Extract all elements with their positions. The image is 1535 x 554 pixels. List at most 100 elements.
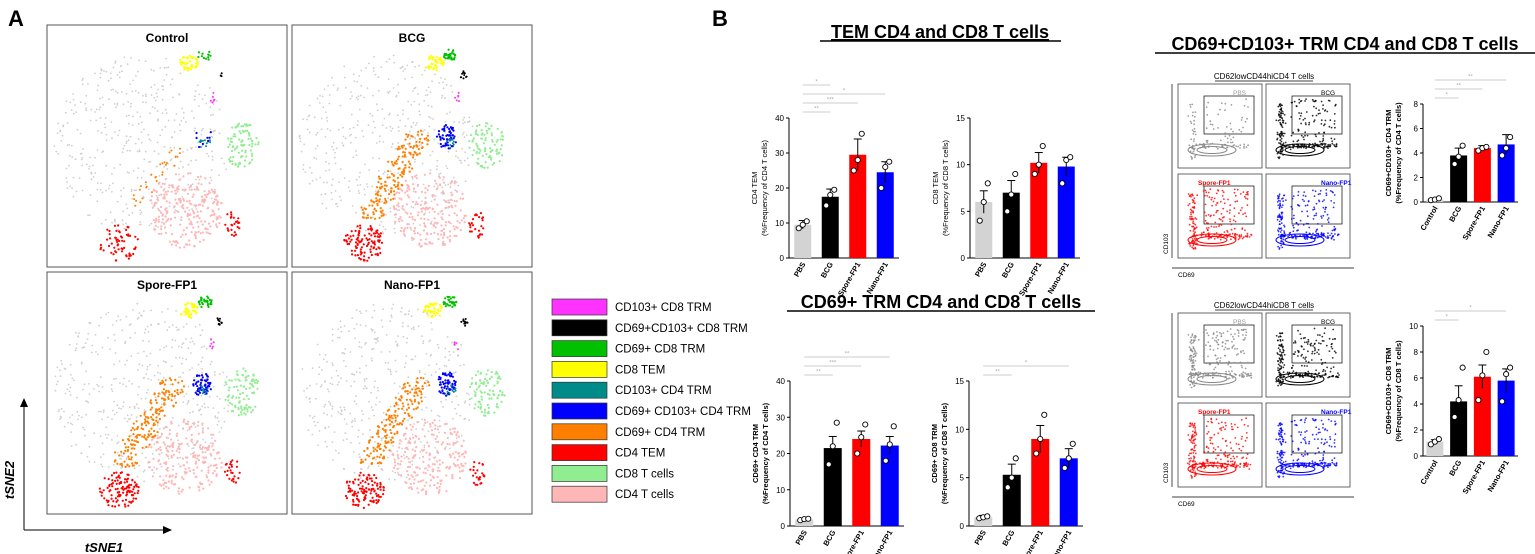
tsne-point [451, 134, 454, 137]
tsne-point [378, 140, 381, 143]
tsne-point [144, 60, 147, 62]
tsne-point [379, 486, 382, 489]
flow-event [1295, 105, 1298, 108]
tsne-point [105, 499, 108, 502]
tsne-point [397, 142, 400, 144]
tsne-point [199, 408, 202, 411]
tsne-point [234, 126, 238, 129]
tsne-point [434, 226, 437, 229]
tsne-point [499, 138, 502, 141]
tsne-point [234, 378, 237, 381]
tsne-point [402, 229, 406, 232]
tsne-point [490, 150, 493, 153]
tsne-point [433, 456, 436, 459]
tsne-point [417, 308, 419, 311]
tsne-point [110, 474, 113, 477]
tsne-point [358, 474, 361, 477]
tsne-point [147, 416, 150, 420]
tsne-point [233, 148, 236, 151]
tsne-point [192, 56, 195, 59]
flow-event [1193, 127, 1196, 130]
tsne-point [201, 356, 204, 359]
tsne-point [468, 116, 471, 119]
tsne-point [332, 148, 335, 151]
tsne-point [429, 117, 432, 119]
tsne-point [218, 320, 221, 323]
tsne-point [141, 452, 144, 455]
tsne-point [157, 323, 160, 325]
tsne-point [123, 240, 126, 243]
tsne-point [315, 383, 318, 385]
tsne-point [353, 373, 356, 376]
tsne-point [421, 200, 423, 203]
tsne-point [212, 91, 215, 94]
tsne-point [476, 145, 479, 148]
tsne-point [162, 222, 165, 225]
tsne-point [170, 190, 173, 193]
flow-event [1235, 145, 1238, 148]
tsne-point [364, 208, 368, 211]
tsne-point [220, 466, 223, 469]
tsne-point [181, 380, 184, 383]
tsne-point [408, 384, 411, 387]
tsne-point [402, 405, 405, 408]
tsne-point [199, 334, 202, 337]
tsne-point [167, 480, 171, 483]
tsne-point [359, 171, 361, 174]
tsne-point [441, 372, 445, 375]
tsne-point [113, 167, 116, 169]
tsne-point [70, 431, 72, 433]
tsne-point [404, 437, 407, 440]
tsne-point [356, 494, 359, 498]
tsne-point [440, 443, 443, 446]
tsne-point [435, 460, 438, 463]
tsne-point [160, 193, 163, 196]
tsne-point [191, 309, 194, 312]
tsne-point [125, 385, 128, 388]
tsne-point [451, 91, 454, 93]
tsne-point [184, 467, 187, 471]
tsne-point [388, 436, 391, 439]
tsne-point [472, 465, 475, 468]
tsne-point [397, 83, 399, 86]
tsne-point [483, 150, 486, 153]
tsne-point [450, 384, 453, 387]
tsne-point [116, 479, 119, 482]
tsne-point [376, 455, 379, 458]
flow-event [1317, 112, 1320, 115]
tsne-point [356, 225, 359, 228]
tsne-point [70, 109, 73, 111]
tsne-point [130, 434, 133, 437]
tsne-point [136, 369, 139, 371]
tsne-point [138, 223, 141, 226]
tsne-point [125, 458, 128, 461]
tsne-point [376, 229, 379, 232]
tsne-point [203, 199, 206, 202]
tsne-point [124, 417, 126, 420]
tsne-point [163, 481, 166, 484]
tsne-point [390, 172, 393, 175]
tsne-point [318, 366, 321, 368]
tsne-point [105, 70, 108, 73]
tsne-point [437, 466, 440, 469]
tsne-point [360, 461, 363, 464]
tsne-point [205, 446, 209, 450]
tsne-point [398, 209, 401, 212]
tsne-point [164, 391, 167, 394]
tsne-point [393, 61, 396, 64]
tsne-point [411, 177, 414, 180]
tsne-point [392, 424, 395, 428]
tsne-point [76, 410, 79, 413]
tsne-point [466, 392, 468, 395]
tsne-point [199, 146, 202, 148]
tsne-point [59, 369, 61, 372]
tsne-point [244, 129, 247, 132]
tsne-point [364, 229, 367, 232]
tsne-point [308, 182, 311, 185]
tsne-point [177, 345, 180, 348]
tsne-point [157, 119, 159, 122]
tsne-point [230, 213, 233, 216]
tsne-point [388, 58, 391, 61]
tsne-point [133, 447, 136, 450]
tsne-point [169, 159, 172, 162]
